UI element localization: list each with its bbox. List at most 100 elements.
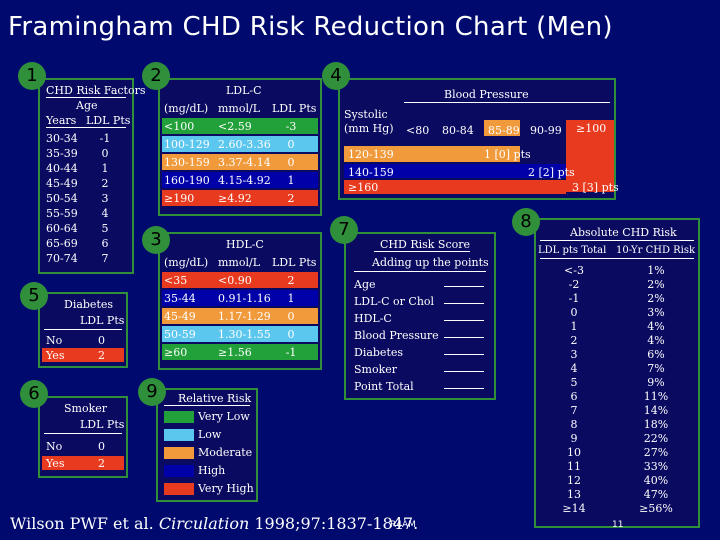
age-col-pts: LDL Pts xyxy=(86,114,131,127)
ldl-col-pts: LDL Pts xyxy=(272,102,317,115)
smoker-heading: Smoker xyxy=(64,402,108,415)
hdl-row-pts: 0 xyxy=(287,328,295,341)
ldl-row-mg: 130-159 xyxy=(164,156,210,169)
blood-pressure-table: Blood Pressure Systolic (mm Hg) <80 80-8… xyxy=(338,78,619,200)
bp-pts-3: 3 [3] pts xyxy=(572,181,619,194)
score-blank xyxy=(444,354,484,355)
abs-row-pts: 11 xyxy=(567,460,581,473)
ldl-row-pts: 0 xyxy=(287,156,295,169)
ldl-row-mg: 160-190 xyxy=(164,174,210,187)
ldl-row-mmol: 3.37-4.14 xyxy=(218,156,271,169)
hdl-row-band xyxy=(162,308,318,324)
hdl-row-mg: 35-44 xyxy=(164,292,196,305)
abs-heading: Absolute CHD Risk xyxy=(570,226,677,239)
smoker-no-label: No xyxy=(46,440,63,453)
ldl-table: LDL-C (mg/dL) mmol/L LDL Pts <100 <2.59 -3… xyxy=(158,78,322,216)
badge-2: 2 xyxy=(142,62,170,90)
smoker-no-value: 0 xyxy=(98,440,105,453)
hdl-table: HDL-C (mg/dL) mmol/L LDL Pts <35 <0.90 2 35… xyxy=(158,232,322,370)
abs-row-risk: 11% xyxy=(643,390,669,403)
relative-risk-legend: Relative Risk Very Low Low Moderate High Ver… xyxy=(156,388,258,502)
legend-label: Low xyxy=(198,428,222,441)
abs-row-pts: 10 xyxy=(567,446,581,459)
age-row-years: 40-44 xyxy=(46,162,78,175)
absolute-risk-table: Absolute CHD Risk LDL pts Total 10-Yr CH… xyxy=(534,218,700,528)
hdl-row-mmol: ≥1.56 xyxy=(218,346,252,359)
badge-5: 5 xyxy=(20,282,48,310)
hdl-row-band xyxy=(162,326,318,342)
abs-row-risk: 6% xyxy=(647,348,665,361)
ldl-row-mg: ≥190 xyxy=(164,192,195,205)
age-row-pts: 2 xyxy=(101,177,109,190)
risk-score-table: CHD Risk Score Adding up the points Age L… xyxy=(344,232,496,400)
bp-row-2: 140-159 xyxy=(348,166,394,179)
ldl-row-mmol: <2.59 xyxy=(218,120,252,133)
hdl-row-pts: 2 xyxy=(287,274,295,287)
score-blank xyxy=(444,320,484,321)
age-row-pts: -1 xyxy=(99,132,111,145)
age-subheading: Age xyxy=(76,99,98,112)
bp-row-1: 120-139 xyxy=(348,148,394,161)
legend-swatch xyxy=(164,465,194,477)
abs-col-risk: 10-Yr CHD Risk xyxy=(616,245,696,256)
hdl-row-mmol: 0.91-1.16 xyxy=(218,292,271,305)
abs-row-risk: 22% xyxy=(643,432,669,445)
abs-row-pts: 13 xyxy=(567,488,581,501)
abs-row-risk: 1% xyxy=(647,264,665,277)
badge-6: 6 xyxy=(20,380,48,408)
ldl-row-mmol: 2.60-3.36 xyxy=(218,138,271,151)
ldl-row-band xyxy=(162,136,318,152)
legend-label: Very High xyxy=(198,482,254,495)
score-blank xyxy=(444,286,484,287)
abs-row-pts: ≥14 xyxy=(562,502,586,515)
hdl-row-pts: 0 xyxy=(287,310,295,323)
smoker-yes-value: 2 xyxy=(98,457,105,470)
abs-row-pts: 9 xyxy=(570,432,578,445)
badge-9: 9 xyxy=(138,378,166,406)
ldl-row-pts: 1 xyxy=(287,174,295,187)
hdl-heading: HDL-C xyxy=(226,238,264,251)
abs-row-risk: 9% xyxy=(647,376,665,389)
smoker-table: Smoker LDL Pts No 0 Yes 2 xyxy=(38,396,128,478)
hdl-row-band xyxy=(162,344,318,360)
score-item: LDL-C or Chol xyxy=(354,295,435,308)
age-row-years: 30-34 xyxy=(46,132,78,145)
legend-heading: Relative Risk xyxy=(178,392,252,405)
badge-3: 3 xyxy=(142,226,170,254)
abs-row-pts: -2 xyxy=(568,278,580,291)
ldl-row-pts: 2 xyxy=(287,192,295,205)
ldl-row-pts: 0 xyxy=(287,138,295,151)
legend-label: Moderate xyxy=(198,446,253,459)
score-item: HDL-C xyxy=(354,312,392,325)
ldl-row-band xyxy=(162,190,318,206)
score-item: Diabetes xyxy=(354,346,404,359)
age-heading: CHD Risk Factors xyxy=(46,84,146,97)
hdl-row-mmol: 1.30-1.55 xyxy=(218,328,271,341)
diabetes-no-value: 0 xyxy=(98,334,105,347)
age-row-years: 45-49 xyxy=(46,177,78,190)
bp-pts-1: 1 [0] pts xyxy=(484,148,531,161)
abs-row-pts: 12 xyxy=(567,474,581,487)
abs-row-risk: 2% xyxy=(647,278,665,291)
ldl-row-band xyxy=(162,154,318,170)
score-blank xyxy=(444,388,484,389)
citation: Wilson PWF et al. Circulation 1998;97:18… xyxy=(10,514,418,533)
smoker-yes-label: Yes xyxy=(46,457,65,470)
bp-col-3: 85-89 xyxy=(488,124,520,137)
citation-authors: Wilson PWF et al. xyxy=(10,514,154,533)
hdl-row-band xyxy=(162,272,318,288)
abs-row-risk: 3% xyxy=(647,306,665,319)
diabetes-col: LDL Pts xyxy=(80,314,125,327)
ldl-heading: LDL-C xyxy=(226,84,262,97)
hdl-row-mg: 45-49 xyxy=(164,310,196,323)
abs-row-pts: 4 xyxy=(570,362,578,375)
hdl-row-mg: <35 xyxy=(164,274,188,287)
age-row-years: 35-39 xyxy=(46,147,78,160)
legend-swatch xyxy=(164,483,194,495)
abs-row-risk: 40% xyxy=(643,474,669,487)
diabetes-no-label: No xyxy=(46,334,63,347)
bp-col-2: 80-84 xyxy=(442,124,474,137)
diabetes-heading: Diabetes xyxy=(64,298,114,311)
badge-8: 8 xyxy=(512,208,540,236)
citation-journal: Circulation xyxy=(158,514,250,533)
